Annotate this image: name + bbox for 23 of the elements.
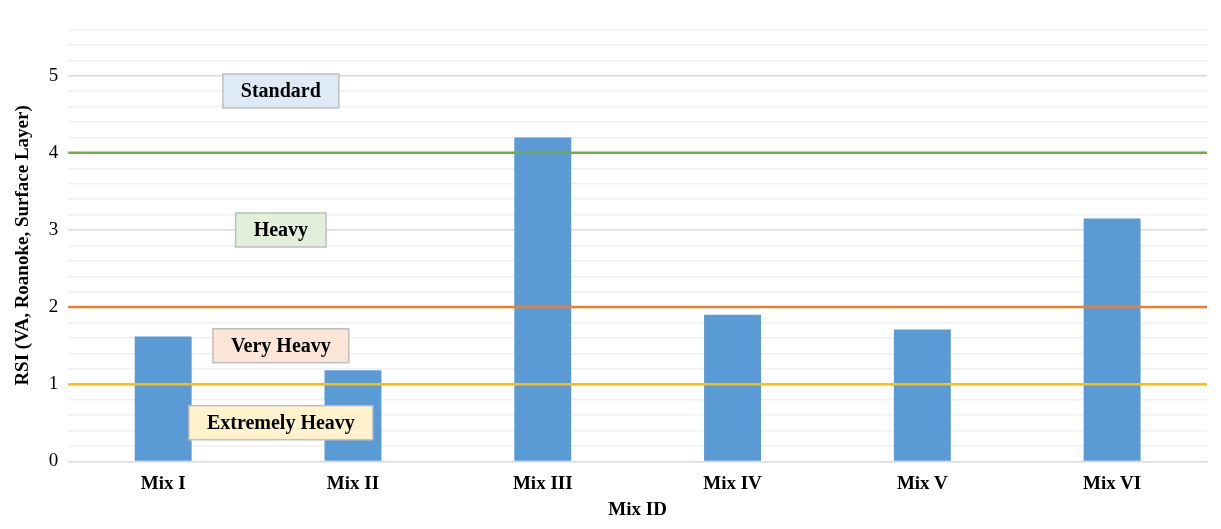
bar	[134, 336, 192, 461]
y-tick-label: 3	[48, 217, 59, 239]
y-tick-label: 1	[48, 372, 59, 394]
bar	[1083, 218, 1141, 461]
annotation: Extremely Heavy	[206, 411, 355, 434]
bar	[704, 314, 762, 461]
annotation: Standard	[240, 79, 321, 102]
x-axis-title: Mix ID	[608, 497, 667, 519]
y-tick-label: 2	[48, 295, 59, 317]
bar	[893, 329, 951, 461]
x-tick-label: Mix I	[140, 471, 186, 493]
y-tick-label: 5	[48, 63, 59, 85]
bar	[514, 137, 572, 461]
y-tick-label: 0	[48, 449, 59, 471]
x-tick-label: Mix II	[326, 471, 380, 493]
x-tick-label: Mix V	[896, 471, 949, 493]
x-tick-label: Mix IV	[703, 471, 763, 493]
y-axis-title: RSI (VA, Roanoke, Surface Layer)	[11, 105, 34, 386]
annotation: Very Heavy	[230, 333, 331, 357]
annotation: Heavy	[253, 218, 309, 242]
x-tick-label: Mix III	[512, 471, 573, 493]
x-tick-label: Mix VI	[1082, 471, 1142, 493]
y-tick-label: 4	[48, 140, 59, 162]
